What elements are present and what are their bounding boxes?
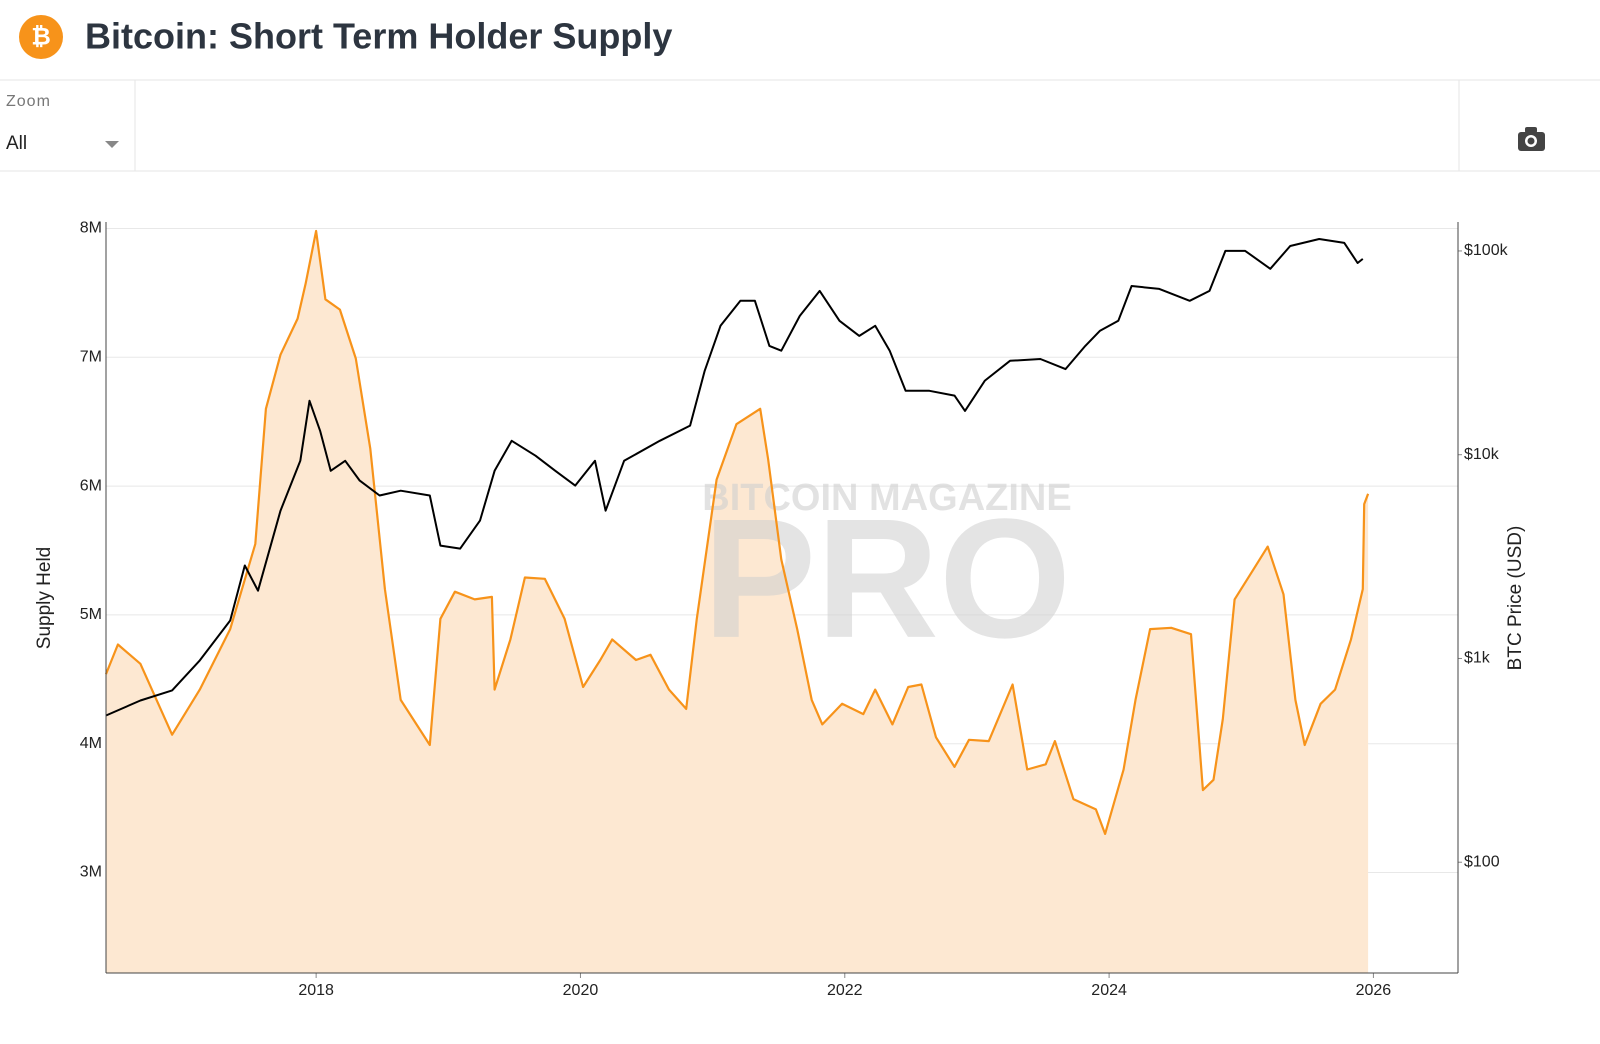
watermark: PRO (703, 484, 1071, 674)
line (104, 229, 1370, 835)
x-tick-label: 2022 (827, 982, 863, 999)
x-tick-label: 2024 (1091, 982, 1127, 999)
y-axis-title: Supply Held (34, 547, 55, 649)
y-tick-label: 5M (80, 606, 102, 623)
y2-tick-label: $100k (1464, 242, 1509, 259)
zoom-select[interactable]: All (0, 120, 130, 166)
camera-lens-inner[interactable] (1527, 137, 1535, 145)
area (106, 231, 1369, 973)
bitcoin-icon (19, 15, 63, 59)
zoom-value[interactable]: All (6, 133, 27, 154)
page-title: Bitcoin: Short Term Holder Supply (85, 16, 672, 57)
line (105, 238, 1364, 717)
y-tick-label: 3M (80, 864, 102, 881)
y2-tick-label: $10k (1464, 446, 1500, 463)
y-tick-label: 4M (80, 735, 102, 752)
y-tick-label: 6M (80, 477, 102, 494)
x-tick-label: 2026 (1356, 982, 1392, 999)
camera-button[interactable] (1518, 127, 1545, 151)
plot: 3M 4M 5M 6M 7M 8M $100 $1k $10k $100k 2018 2020 2022… (34, 220, 1526, 1000)
y2-axis-title: BTC Price (USD) (1505, 526, 1526, 671)
camera-top[interactable] (1525, 127, 1537, 133)
bitcoin-symbol: ₿ (31, 23, 51, 50)
y-tick-label: 7M (80, 348, 102, 365)
zoom-label: Zoom (6, 93, 51, 110)
x-tick-label: 2020 (563, 982, 599, 999)
y2-tick-label: $1k (1464, 650, 1491, 667)
x-tick-label: 2018 (298, 982, 334, 999)
y-tick-label: 8M (80, 220, 102, 237)
y2-tick-label: $100 (1464, 853, 1500, 870)
watermark: BITCOIN MAGAZINE (702, 477, 1071, 519)
dropdown-arrow[interactable] (105, 141, 119, 148)
